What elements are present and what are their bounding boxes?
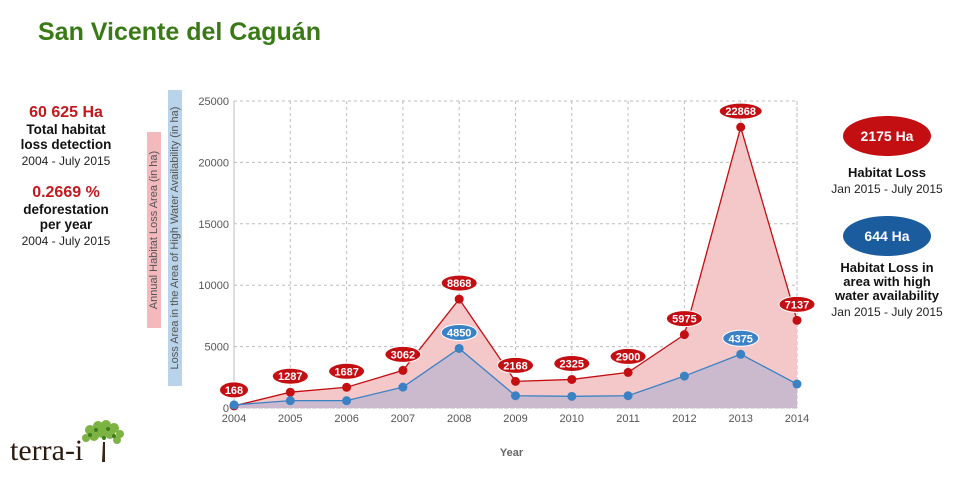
data-label-bubble [440, 323, 478, 341]
point-water_loss [454, 343, 464, 353]
data-label: 3062 [391, 349, 415, 361]
total-loss-label-1: Total habitat [26, 122, 106, 137]
area-water_loss [234, 348, 797, 408]
x-tick-label: 2006 [334, 413, 358, 425]
point-water_loss [736, 349, 746, 359]
x-tick-label: 2011 [616, 413, 640, 425]
tree-icon [82, 420, 124, 462]
water-loss-label-2: area with high [843, 274, 931, 289]
data-label: 4375 [728, 333, 752, 345]
point-annual_loss [623, 367, 633, 377]
point-water_loss [567, 391, 577, 401]
data-label-bubble [440, 274, 478, 292]
terra-i-logo: terra-i [10, 416, 130, 472]
point-annual_loss [454, 294, 464, 304]
x-tick-label: 2005 [278, 413, 302, 425]
x-tick-label: 2014 [785, 413, 809, 425]
point-annual_loss [398, 365, 408, 375]
water-loss-summary: 644 Ha Habitat Loss in area with high wa… [818, 216, 956, 320]
deforestation-rate-value: 0.2669 % [32, 184, 100, 201]
data-label-bubble [778, 295, 816, 313]
data-label-bubble [328, 362, 366, 380]
data-label: 7137 [785, 299, 809, 311]
point-annual_loss [511, 376, 520, 386]
deforestation-rate-period: 2004 - July 2015 [21, 234, 111, 248]
point-water_loss [229, 400, 239, 410]
point-water_loss [285, 396, 295, 406]
water-loss-label-3: water availability [834, 288, 940, 303]
habitat-loss-period: Jan 2015 - July 2015 [831, 182, 943, 196]
point-water_loss [792, 379, 802, 389]
point-water_loss [342, 396, 352, 406]
total-loss-value: 60 625 Ha [29, 104, 103, 121]
y-tick-label: 5000 [205, 342, 229, 354]
deforestation-rate-label-1: deforestation [23, 202, 109, 217]
habitat-loss-label: Habitat Loss [847, 165, 926, 180]
total-loss-stat: 60 625 Ha Total habitat loss detection 2… [0, 103, 132, 169]
logo-text: terra-i [10, 434, 84, 467]
page-title: San Vicente del Caguán [38, 18, 321, 46]
y-tick-label: 0 [223, 403, 229, 415]
y-tick-label: 10000 [198, 280, 229, 292]
x-tick-label: 2009 [503, 413, 527, 425]
data-label-bubble [553, 354, 591, 372]
data-label: 4850 [447, 327, 471, 339]
point-annual_loss [792, 315, 802, 325]
water-loss-badge: 644 Ha [843, 216, 931, 256]
x-tick-label: 2007 [391, 413, 415, 425]
x-tick-label: 2013 [728, 413, 752, 425]
data-label-bubble [722, 329, 760, 347]
data-label-bubble [497, 356, 534, 374]
data-label: 168 [225, 385, 243, 397]
x-axis-label: Year [500, 447, 524, 459]
data-label: 2900 [616, 351, 640, 363]
data-label: 1287 [278, 371, 302, 383]
point-annual_loss [736, 122, 746, 132]
data-label: 8868 [447, 278, 471, 290]
x-tick-label: 2004 [222, 413, 246, 425]
data-label: 1687 [334, 366, 358, 378]
data-label: 2325 [560, 358, 584, 370]
deforestation-rate-stat: 0.2669 % deforestation per year 2004 - J… [0, 183, 132, 249]
y-tick-label: 20000 [198, 157, 229, 169]
point-annual_loss [679, 330, 689, 340]
x-tick-label: 2010 [560, 413, 584, 425]
y-tick-label: 15000 [198, 219, 229, 231]
y-tick-label: 25000 [198, 96, 229, 108]
data-label-bubble [665, 310, 703, 328]
point-water_loss [511, 391, 520, 401]
data-label-bubble [609, 347, 647, 365]
data-label-bubble [271, 367, 309, 385]
data-label: 2168 [503, 360, 527, 372]
deforestation-rate-label-2: per year [39, 217, 93, 232]
plot-frame [233, 100, 798, 409]
data-label-bubble [384, 345, 422, 363]
point-annual_loss [567, 374, 577, 384]
point-water_loss [679, 371, 689, 381]
data-label-bubble [718, 102, 763, 120]
x-tick-label: 2012 [672, 413, 696, 425]
data-label: 5975 [672, 314, 696, 326]
x-tick-label: 2008 [447, 413, 471, 425]
left-stats-panel: 60 625 Ha Total habitat loss detection 2… [0, 103, 132, 263]
habitat-loss-summary: 2175 Ha Habitat Loss Jan 2015 - July 201… [818, 116, 956, 197]
water-loss-period: Jan 2015 - July 2015 [831, 305, 943, 319]
data-label: 22868 [725, 106, 756, 118]
point-annual_loss [342, 382, 352, 392]
water-loss-label-1: Habitat Loss in [840, 260, 934, 275]
total-loss-label-2: loss detection [20, 137, 112, 152]
data-label-bubble [219, 381, 249, 399]
total-loss-period: 2004 - July 2015 [21, 154, 111, 168]
point-annual_loss [285, 387, 295, 397]
point-water_loss [398, 382, 408, 392]
habitat-loss-badge: 2175 Ha [843, 116, 931, 156]
point-water_loss [623, 391, 633, 401]
